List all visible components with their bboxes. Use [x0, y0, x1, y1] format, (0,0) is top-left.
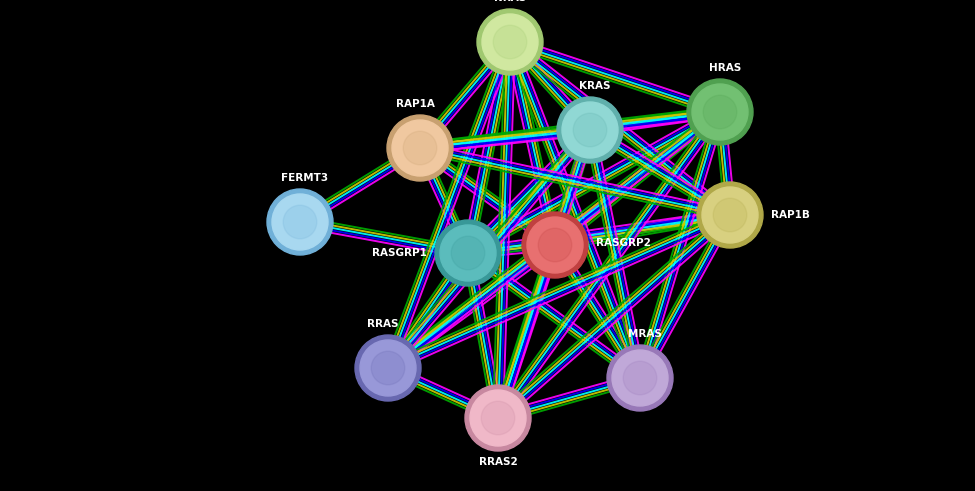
Circle shape	[703, 95, 737, 129]
Circle shape	[267, 189, 333, 255]
Circle shape	[713, 198, 747, 232]
Circle shape	[465, 385, 531, 451]
Circle shape	[557, 97, 623, 163]
Text: RRAS: RRAS	[368, 319, 399, 329]
Circle shape	[538, 228, 571, 262]
Text: NRAS: NRAS	[494, 0, 526, 3]
Circle shape	[697, 182, 763, 248]
Text: KRAS: KRAS	[579, 81, 610, 91]
Circle shape	[404, 131, 437, 165]
Circle shape	[371, 351, 405, 385]
Circle shape	[482, 401, 515, 435]
Circle shape	[451, 236, 485, 270]
Text: FERMT3: FERMT3	[282, 173, 329, 183]
Circle shape	[477, 9, 543, 75]
Circle shape	[355, 335, 421, 401]
Circle shape	[493, 25, 526, 59]
Circle shape	[272, 194, 328, 250]
Text: RASGRP1: RASGRP1	[372, 248, 427, 258]
Circle shape	[692, 84, 748, 140]
Text: HRAS: HRAS	[709, 63, 741, 73]
Circle shape	[612, 350, 668, 406]
Text: RRAS2: RRAS2	[479, 457, 518, 467]
Text: MRAS: MRAS	[628, 329, 662, 339]
Circle shape	[283, 205, 317, 239]
Circle shape	[387, 115, 453, 181]
Text: RASGRP2: RASGRP2	[596, 238, 651, 248]
Circle shape	[440, 225, 496, 281]
Circle shape	[470, 390, 526, 446]
Circle shape	[562, 102, 618, 158]
Circle shape	[573, 113, 606, 147]
Circle shape	[360, 340, 416, 396]
Circle shape	[702, 187, 758, 243]
Text: RAP1A: RAP1A	[396, 99, 435, 109]
Circle shape	[687, 79, 753, 145]
Text: RAP1B: RAP1B	[771, 210, 810, 220]
Circle shape	[527, 217, 583, 273]
Circle shape	[435, 220, 501, 286]
Circle shape	[392, 120, 448, 176]
Circle shape	[607, 345, 673, 411]
Circle shape	[623, 361, 657, 395]
Circle shape	[482, 14, 538, 70]
Circle shape	[522, 212, 588, 278]
